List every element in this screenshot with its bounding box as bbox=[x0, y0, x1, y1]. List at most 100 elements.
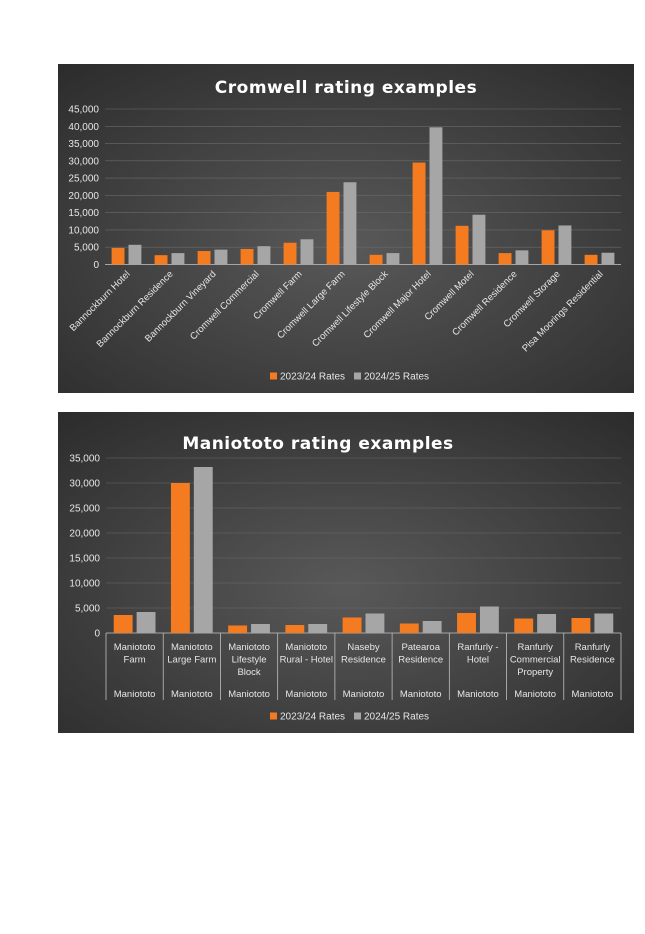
legend-label: 2023/24 Rates bbox=[280, 372, 345, 383]
y-tick-label: 20,000 bbox=[69, 529, 100, 540]
x-tick-label: Naseby bbox=[347, 642, 379, 653]
y-tick-label: 5,000 bbox=[75, 604, 100, 615]
y-tick-label: 15,000 bbox=[68, 208, 99, 219]
bar-2023-24 bbox=[113, 615, 133, 633]
y-tick-label: 0 bbox=[93, 260, 99, 271]
bar-2023-24 bbox=[154, 255, 168, 265]
bar-2023-24 bbox=[457, 613, 476, 633]
x-tick-label: Patearoa bbox=[401, 642, 440, 653]
legend-swatch bbox=[270, 372, 277, 380]
y-tick-label: 30,000 bbox=[69, 479, 100, 490]
bar-2023-24 bbox=[514, 618, 534, 633]
bar-2023-24 bbox=[369, 254, 383, 265]
x-tick-label: Hotel bbox=[467, 655, 489, 666]
legend-swatch bbox=[270, 712, 277, 720]
x-tick-label: Maniototo bbox=[285, 642, 327, 653]
bar-2024-25 bbox=[537, 614, 557, 633]
bar-2024-25 bbox=[601, 252, 615, 265]
y-tick-label: 35,000 bbox=[69, 454, 100, 465]
x-tick-label: Ranfurly bbox=[517, 642, 553, 653]
y-tick-label: 25,000 bbox=[68, 174, 99, 185]
y-tick-label: 15,000 bbox=[69, 554, 100, 565]
bar-2023-24 bbox=[197, 251, 211, 265]
x-tick-label: Lifestyle bbox=[232, 655, 267, 666]
x-tick-label: Commercial bbox=[510, 655, 561, 666]
bar-2023-24 bbox=[283, 242, 297, 265]
bar-2023-24 bbox=[326, 191, 340, 265]
x-tick-label: Residence bbox=[570, 655, 615, 666]
legend-label: 2024/25 Rates bbox=[364, 372, 429, 383]
legend-swatch bbox=[354, 712, 361, 720]
chart-title: Cromwell rating examples bbox=[215, 78, 477, 98]
bar-2024-25 bbox=[422, 621, 442, 633]
x-tick-label: Large Farm bbox=[167, 655, 216, 666]
bar-2024-25 bbox=[214, 249, 228, 265]
x-tick-label: Residence bbox=[341, 655, 386, 666]
x-tick-label: Farm bbox=[124, 655, 146, 666]
bar-2024-25 bbox=[300, 239, 314, 265]
bar-2023-24 bbox=[170, 483, 190, 633]
x-tick-label: Maniototo bbox=[114, 642, 156, 653]
bar-2024-25 bbox=[472, 214, 486, 265]
cromwell-chart: Cromwell rating examples 0 5,000 10,000 15,… bbox=[58, 64, 634, 393]
bar-2024-25 bbox=[558, 225, 572, 265]
bar-2024-25 bbox=[251, 624, 270, 633]
x-group-label: Maniototo bbox=[171, 689, 213, 700]
cromwell-chart-svg: Cromwell rating examples 0 5,000 10,000 15,… bbox=[58, 64, 634, 393]
bar-2024-25 bbox=[308, 624, 328, 633]
legend-label: 2023/24 Rates bbox=[280, 712, 345, 723]
x-group-label: Maniototo bbox=[228, 689, 270, 700]
x-tick-label: Maniototo bbox=[228, 642, 270, 653]
x-tick-label: Ranfurly - bbox=[457, 642, 498, 653]
x-tick-label: Block bbox=[237, 667, 260, 678]
bar-2023-24 bbox=[584, 254, 598, 265]
y-tick-label: 0 bbox=[94, 629, 100, 640]
x-group-label: Maniototo bbox=[572, 689, 614, 700]
x-tick-label: Maniototo bbox=[171, 642, 213, 653]
bar-2024-25 bbox=[386, 253, 400, 265]
y-tick-label: 5,000 bbox=[74, 243, 99, 254]
x-group-label: Maniototo bbox=[285, 689, 327, 700]
legend-swatch bbox=[354, 372, 361, 380]
bar-2024-25 bbox=[479, 606, 499, 633]
bar-2023-24 bbox=[412, 162, 426, 265]
bar-2024-25 bbox=[594, 613, 614, 633]
y-tick-label: 10,000 bbox=[68, 225, 99, 236]
bar-2024-25 bbox=[171, 253, 185, 265]
legend-label: 2024/25 Rates bbox=[364, 712, 429, 723]
bar-2024-25 bbox=[257, 246, 271, 265]
x-group-label: Maniototo bbox=[400, 689, 442, 700]
bar-2023-24 bbox=[455, 225, 469, 265]
y-tick-label: 45,000 bbox=[68, 105, 99, 116]
x-tick-label: Ranfurly bbox=[575, 642, 611, 653]
bar-2024-25 bbox=[136, 612, 156, 633]
maniototo-chart: Maniototo rating examples 0 5,000 10,000 15… bbox=[58, 412, 634, 733]
x-tick-label: Residence bbox=[398, 655, 443, 666]
bar-2024-25 bbox=[343, 182, 357, 265]
x-group-label: Maniototo bbox=[343, 689, 385, 700]
bar-2024-25 bbox=[128, 244, 142, 265]
maniototo-chart-svg: Maniototo rating examples 0 5,000 10,000 15… bbox=[58, 412, 634, 733]
y-tick-label: 20,000 bbox=[68, 191, 99, 202]
bar-2023-24 bbox=[541, 230, 555, 265]
y-tick-label: 40,000 bbox=[68, 122, 99, 133]
bar-2024-25 bbox=[193, 467, 213, 633]
chart-background bbox=[58, 412, 634, 733]
x-group-label: Maniototo bbox=[457, 689, 499, 700]
bar-2023-24 bbox=[342, 617, 362, 633]
x-tick-label: Rural - Hotel bbox=[280, 655, 333, 666]
bar-2023-24 bbox=[399, 623, 419, 633]
bar-2024-25 bbox=[365, 613, 385, 633]
y-tick-label: 25,000 bbox=[69, 504, 100, 515]
bar-2023-24 bbox=[498, 253, 512, 265]
chart-title: Maniototo rating examples bbox=[182, 434, 453, 454]
x-tick-label: Property bbox=[517, 667, 553, 678]
x-group-label: Maniototo bbox=[114, 689, 156, 700]
y-tick-label: 30,000 bbox=[68, 156, 99, 167]
bar-2023-24 bbox=[571, 618, 591, 633]
y-tick-label: 10,000 bbox=[69, 579, 100, 590]
bar-2024-25 bbox=[429, 127, 443, 265]
y-tick-label: 35,000 bbox=[68, 139, 99, 150]
x-group-label: Maniototo bbox=[514, 689, 556, 700]
bar-2023-24 bbox=[285, 625, 305, 633]
